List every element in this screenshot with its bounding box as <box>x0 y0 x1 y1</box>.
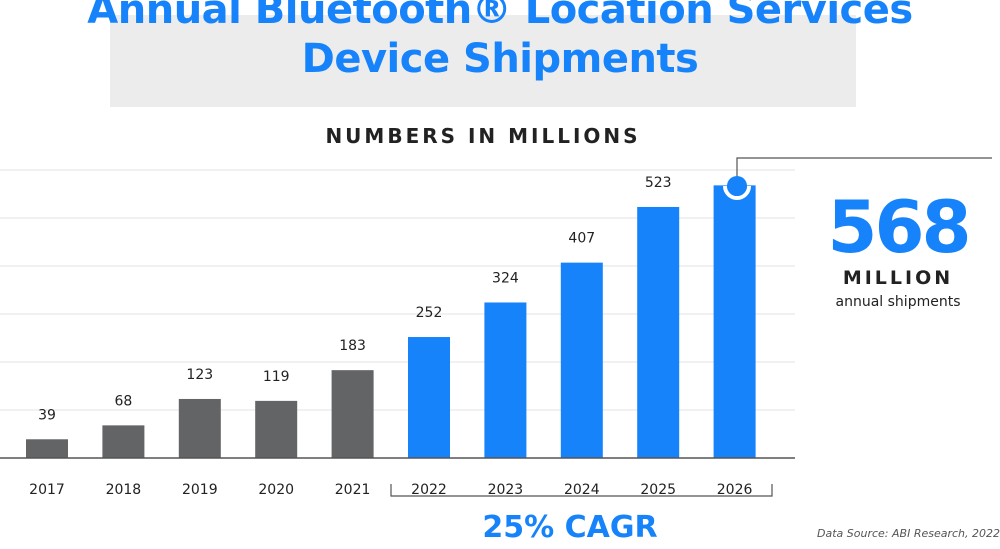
callout-marker-dot <box>727 176 747 196</box>
x-tick-label-2020: 2020 <box>258 482 294 498</box>
data-label-2022: 252 <box>416 305 443 321</box>
bar-2017 <box>26 439 68 458</box>
bar-2024 <box>560 262 603 458</box>
bar-2021 <box>331 370 374 458</box>
bar-2023 <box>484 302 527 458</box>
callout-unit: MILLION <box>842 267 954 289</box>
callout-description: annual shipments <box>835 294 961 310</box>
data-labels: 39 68 123 119 183 252 324 407 523 <box>38 175 671 423</box>
cagr-bracket <box>390 484 773 497</box>
data-label-2025: 523 <box>645 175 672 191</box>
callout-marker-ring <box>723 185 751 200</box>
x-tick-label-2017: 2017 <box>29 482 65 498</box>
bars <box>26 185 756 459</box>
x-tick-label-2023: 2023 <box>488 482 524 498</box>
callout-leader-line <box>736 157 992 184</box>
callout-value: 568 <box>827 185 971 269</box>
bar-2022 <box>408 337 450 458</box>
data-label-2018: 68 <box>114 393 132 409</box>
x-tick-label-2022: 2022 <box>411 482 447 498</box>
x-tick-label-2019: 2019 <box>182 482 218 498</box>
x-tick-label-2026: 2026 <box>717 482 753 498</box>
chart-title: Annual Bluetooth® Location Services Devi… <box>87 0 913 82</box>
bar-2019 <box>178 398 221 458</box>
x-tick-label-2018: 2018 <box>106 482 142 498</box>
cagr-label: 25% CAGR <box>482 510 658 545</box>
data-label-2024: 407 <box>568 231 595 247</box>
x-axis-ticks: 2017 2018 2019 2020 2021 2022 2023 2024 2025 2026 <box>29 482 752 498</box>
data-label-2021: 183 <box>339 338 366 354</box>
x-tick-label-2024: 2024 <box>564 482 600 498</box>
bar-2025 <box>637 206 680 458</box>
data-source: Data Source: ABI Research, 2022 <box>817 527 1000 540</box>
bar-2018 <box>102 425 145 458</box>
data-label-2017: 39 <box>38 407 56 423</box>
x-tick-label-2021: 2021 <box>335 482 371 498</box>
title-banner <box>110 15 856 107</box>
data-label-2019: 123 <box>186 367 213 383</box>
x-tick-label-2025: 2025 <box>640 482 676 498</box>
chart-subtitle: NUMBERS IN MILLIONS <box>325 124 641 148</box>
data-label-2023: 324 <box>492 270 519 286</box>
bar-2026 <box>713 185 756 459</box>
data-label-2020: 119 <box>263 369 290 385</box>
bar-2020 <box>255 400 298 458</box>
